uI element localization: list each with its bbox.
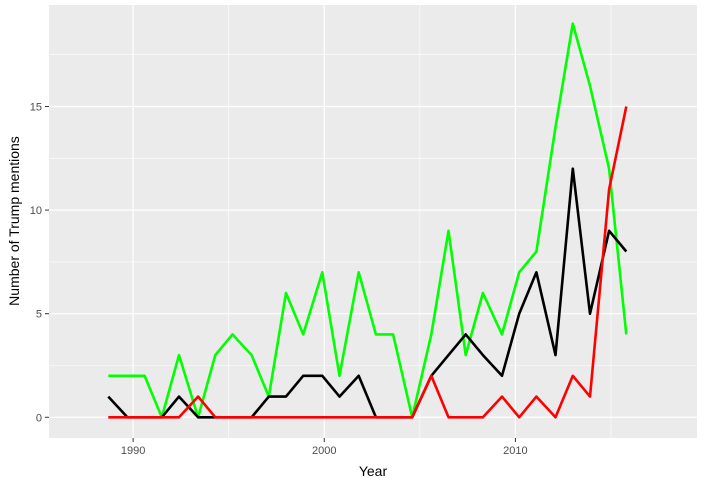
plot-panel	[49, 5, 697, 438]
y-axis-ticks: 0 5 10 15	[30, 102, 49, 424]
y-tick-label: 10	[30, 205, 42, 217]
series-lines	[107, 22, 628, 419]
x-tick-label: 2010	[503, 445, 527, 457]
y-tick-label: 0	[36, 412, 42, 424]
x-axis-title: Year	[359, 463, 388, 479]
series-line-black	[107, 167, 628, 419]
series-line-green	[108, 22, 628, 419]
x-tick-label: 2000	[312, 445, 336, 457]
y-tick-label: 5	[36, 309, 42, 321]
x-tick-label: 1990	[121, 445, 145, 457]
series-line-red	[108, 106, 628, 419]
y-axis-title: Number of Trump mentions	[6, 136, 22, 306]
x-axis-ticks: 1990 2000 2010	[121, 438, 528, 457]
y-tick-label: 15	[30, 102, 42, 114]
